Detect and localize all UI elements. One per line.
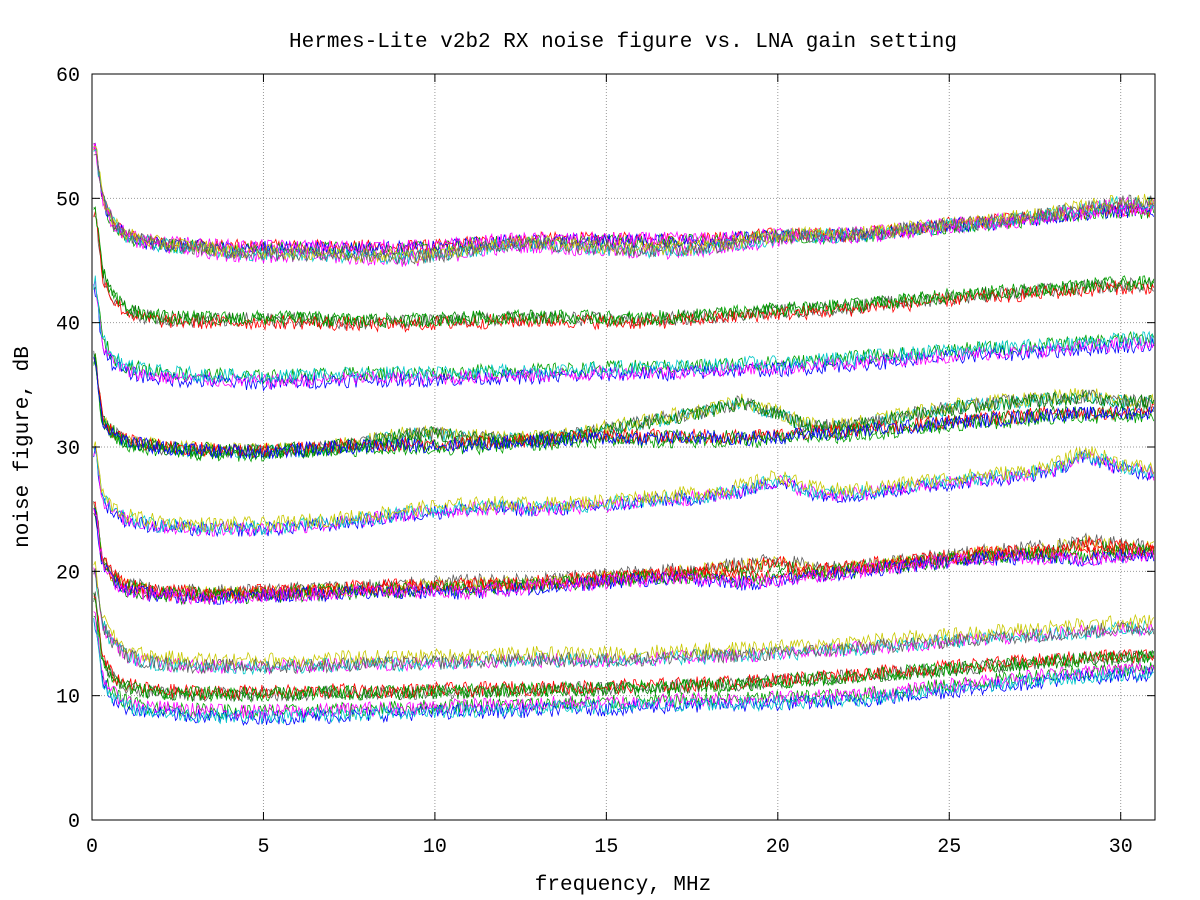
noise-figure-trace bbox=[93, 142, 1155, 257]
noise-figure-trace bbox=[93, 561, 1155, 668]
x-tick-label: 30 bbox=[1109, 836, 1133, 859]
noise-figure-trace bbox=[93, 148, 1155, 265]
noise-figure-trace bbox=[93, 568, 1155, 675]
noise-figure-trace bbox=[93, 441, 1155, 532]
x-tick-label: 10 bbox=[423, 836, 447, 859]
traces bbox=[93, 142, 1155, 727]
noise-figure-trace bbox=[93, 214, 1155, 331]
noise-figure-trace bbox=[93, 207, 1155, 329]
noise-figure-trace bbox=[93, 449, 1155, 537]
noise-figure-trace bbox=[93, 507, 1155, 602]
noise-figure-trace bbox=[93, 356, 1155, 460]
x-tick-label: 20 bbox=[766, 836, 790, 859]
noise-figure-trace bbox=[93, 142, 1155, 257]
noise-figure-trace bbox=[93, 501, 1155, 600]
y-tick-label: 20 bbox=[56, 562, 80, 585]
noise-figure-trace bbox=[93, 275, 1155, 385]
ticks: 0 5 10 15 20 25 30 0 10 20 30 40 50 60 bbox=[56, 65, 1155, 859]
chart-title: Hermes-Lite v2b2 RX noise figure vs. LNA… bbox=[289, 31, 957, 54]
y-tick-label: 60 bbox=[56, 65, 80, 88]
y-tick-label: 50 bbox=[56, 189, 80, 212]
noise-figure-trace bbox=[93, 353, 1155, 457]
y-tick-label: 40 bbox=[56, 314, 80, 337]
x-tick-label: 25 bbox=[937, 836, 961, 859]
noise-figure-trace bbox=[93, 446, 1155, 536]
x-tick-label: 0 bbox=[86, 836, 98, 859]
noise-figure-trace bbox=[93, 144, 1155, 256]
noise-figure-trace bbox=[93, 597, 1155, 703]
noise-figure-trace bbox=[93, 445, 1155, 538]
noise-figure-trace bbox=[93, 284, 1155, 392]
noise-figure-trace bbox=[93, 154, 1155, 266]
noise-figure-trace bbox=[93, 611, 1155, 721]
y-tick-label: 0 bbox=[68, 811, 80, 834]
noise-figure-trace bbox=[93, 508, 1155, 606]
x-tick-label: 5 bbox=[257, 836, 269, 859]
noise-figure-trace bbox=[93, 617, 1154, 725]
y-tick-label: 30 bbox=[56, 438, 80, 461]
x-tick-label: 15 bbox=[594, 836, 618, 859]
y-axis-label: noise figure, dB bbox=[12, 346, 35, 548]
x-axis-label: frequency, MHz bbox=[535, 874, 711, 897]
y-tick-label: 10 bbox=[56, 687, 80, 710]
noise-figure-trace bbox=[93, 145, 1155, 264]
